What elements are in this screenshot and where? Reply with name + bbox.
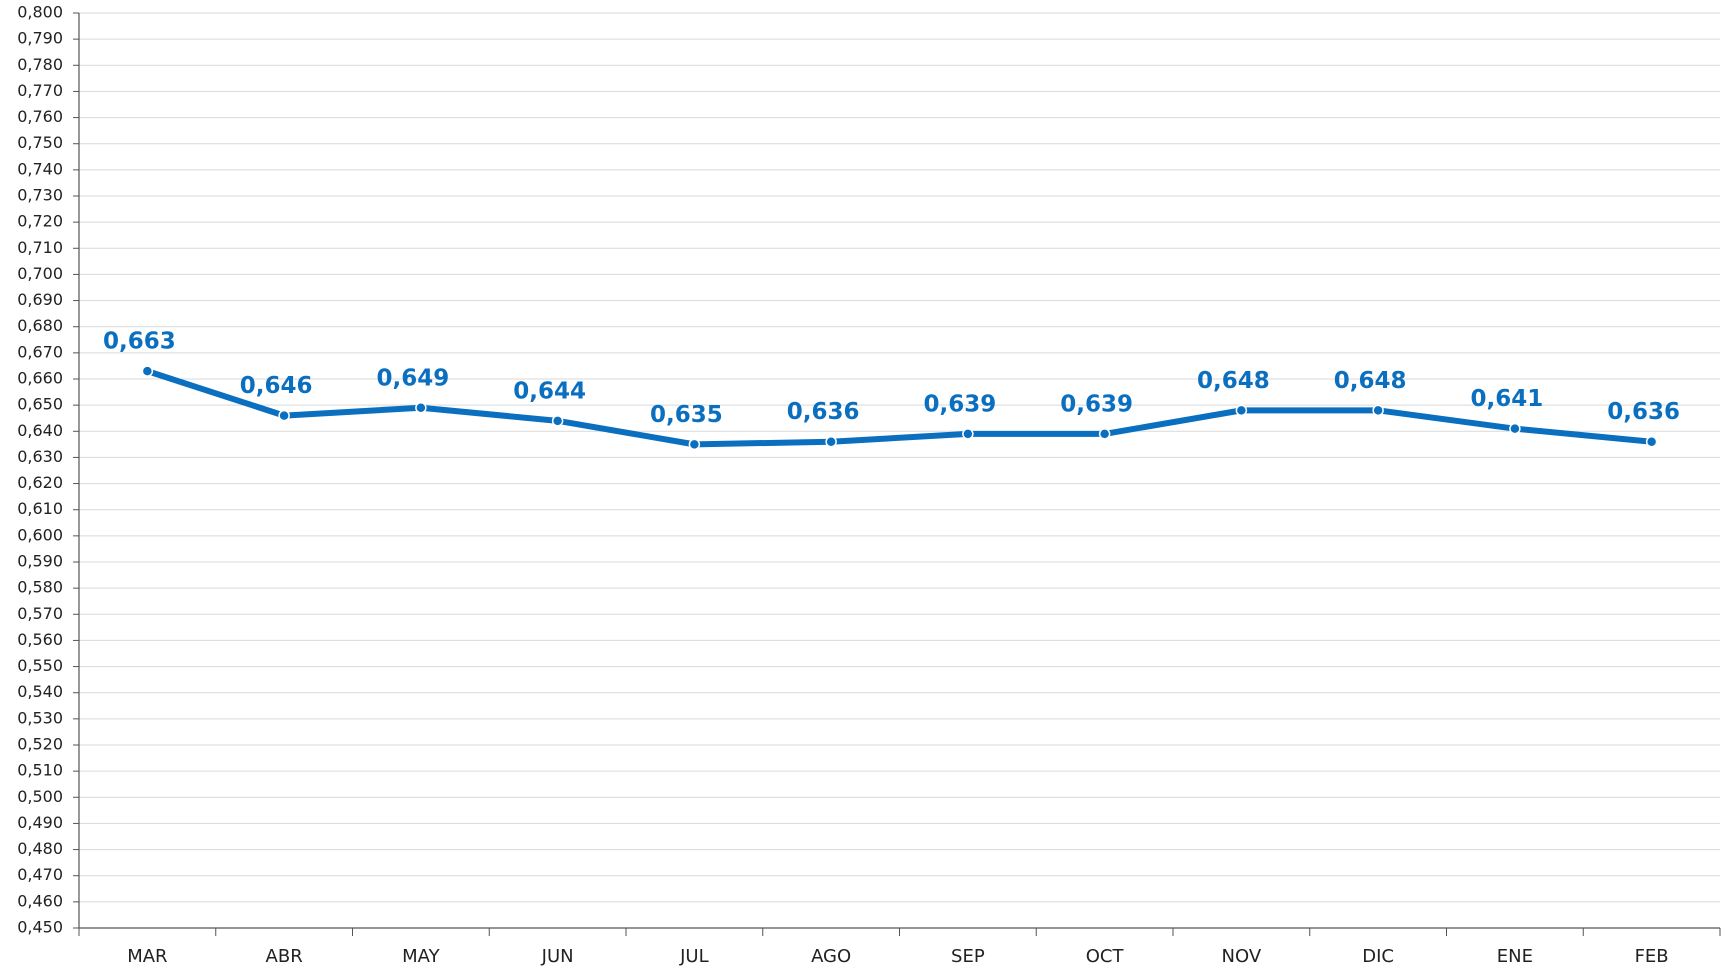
y-tick-label: 0,520 (17, 735, 63, 754)
x-tick-label: SEP (951, 946, 985, 967)
y-tick-label: 0,550 (17, 656, 63, 675)
point (1098, 428, 1111, 440)
x-tick-label: ABR (266, 946, 303, 967)
y-tick-label: 0,710 (17, 238, 63, 257)
x-tick-label: AGO (811, 946, 851, 967)
point (962, 428, 974, 440)
y-tick-label: 0,720 (17, 212, 63, 231)
y-tick-label: 0,700 (17, 264, 63, 283)
y-tick-label: 0,640 (17, 421, 63, 440)
y-tick-label: 0,450 (17, 918, 63, 937)
point (551, 415, 564, 427)
x-tick-label: FEB (1635, 946, 1669, 967)
point (141, 365, 154, 377)
value-label: 0,644 (513, 378, 586, 404)
value-label: 0,648 (1334, 368, 1407, 394)
y-tick-label: 0,730 (17, 186, 63, 205)
point (1509, 422, 1521, 435)
x-tick-label: MAR (127, 946, 167, 967)
y-tick-label: 0,770 (17, 81, 63, 100)
y-tick-label: 0,590 (17, 552, 63, 571)
x-tick-label: MAY (402, 946, 440, 967)
point (278, 409, 290, 422)
line (146, 368, 1652, 448)
x-tick-label: NOV (1222, 946, 1262, 967)
value-label: 0,646 (240, 373, 313, 399)
x-tick-label: JUL (679, 946, 709, 967)
y-tick-label: 0,570 (17, 604, 63, 623)
y-tick-label: 0,790 (17, 29, 63, 48)
y-tick-label: 0,650 (17, 395, 63, 414)
y-tick-label: 0,620 (17, 473, 63, 492)
y-tick-label: 0,460 (17, 891, 63, 910)
point (825, 435, 837, 448)
value-label: 0,639 (923, 391, 996, 417)
y-tick-label: 0,660 (17, 369, 63, 388)
y-tick-label: 0,680 (17, 316, 63, 335)
y-tick-label: 0,500 (17, 787, 63, 806)
x-tick-label: ENE (1497, 946, 1533, 967)
y-tick-label: 0,740 (17, 159, 63, 178)
y-tick-label: 0,560 (17, 630, 63, 649)
y-tick-label: 0,600 (17, 525, 63, 544)
value-label: 0,639 (1060, 391, 1133, 417)
y-tick-label: 0,610 (17, 499, 63, 518)
value-label: 0,636 (1607, 399, 1680, 425)
x-tick-label: JUN (541, 946, 574, 967)
y-tick-label: 0,480 (17, 839, 63, 858)
y-tick-label: 0,780 (17, 55, 63, 74)
y-tick-label: 0,800 (17, 3, 63, 22)
y-tick-label: 0,540 (17, 682, 63, 701)
point (1645, 435, 1658, 448)
value-label: 0,636 (787, 399, 860, 425)
x-tick-label: OCT (1086, 946, 1125, 967)
y-tick-label: 0,630 (17, 447, 63, 466)
y-tick-label: 0,760 (17, 107, 63, 126)
value-label: 0,649 (376, 365, 449, 391)
point (1235, 404, 1248, 417)
value-label: 0,648 (1197, 368, 1270, 394)
y-tick-label: 0,580 (17, 578, 63, 597)
value-label: 0,635 (650, 402, 723, 428)
y-tick-label: 0,690 (17, 290, 63, 309)
point (1372, 404, 1384, 417)
value-label: 0,641 (1470, 386, 1543, 412)
y-tick-label: 0,510 (17, 761, 63, 780)
y-tick-label: 0,670 (17, 342, 63, 361)
x-tick-label: DIC (1362, 946, 1394, 967)
point (688, 438, 701, 451)
value-label: 0,663 (103, 329, 176, 355)
y-tick-label: 0,750 (17, 133, 63, 152)
y-tick-label: 0,470 (17, 865, 63, 884)
point (415, 402, 427, 414)
y-tick-label: 0,530 (17, 708, 63, 727)
y-tick-label: 0,490 (17, 813, 63, 832)
